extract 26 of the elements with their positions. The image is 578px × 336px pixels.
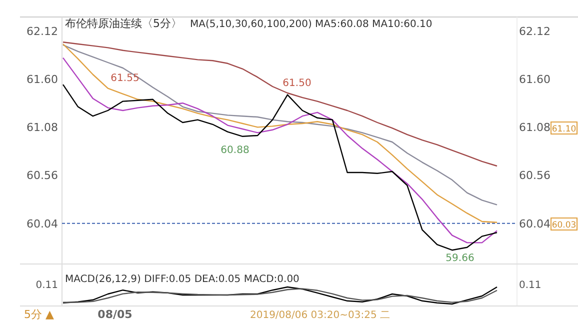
line-series	[62, 57, 498, 244]
y2-tick-label: 61.60	[519, 73, 550, 86]
chart-title: MACD(26,12,9) DIFF:0.05 DEA:0.05 MACD:0.00	[65, 274, 300, 285]
y2-tick-label: 61.08	[519, 121, 550, 134]
y2-tick-label: 60.04	[519, 217, 550, 230]
y-tick-label: 61.60	[26, 73, 58, 86]
chart-subtitle: MA(5,10,30,60,100,200) MA5:60.08 MA10:60.10	[190, 19, 432, 30]
annotation: 0.11	[36, 280, 58, 291]
text: 5分 ▲	[24, 308, 54, 321]
y-tick-label: 61.08	[26, 121, 58, 134]
y-tick-label: 60.04	[26, 217, 58, 230]
text: 60.03	[552, 220, 576, 230]
annotation: 61.50	[282, 78, 312, 89]
y2-tick-label: 62.12	[519, 25, 550, 38]
y2-tick-label: 60.56	[519, 169, 550, 182]
chart-title: 布伦特原油连续〈5分〉	[65, 17, 182, 30]
text: 2019/08/06 03:20~03:25 二	[250, 310, 390, 321]
text: 0.11	[519, 280, 542, 291]
text: 08/05	[98, 308, 132, 321]
line-series	[62, 42, 498, 167]
annotation: 60.88	[220, 145, 250, 156]
annotation: 59.66	[446, 253, 474, 264]
annotation: 61.55	[110, 73, 140, 84]
text: 61.10	[552, 124, 576, 134]
y-tick-label: 60.56	[26, 169, 58, 182]
y-tick-label: 62.12	[26, 25, 58, 38]
